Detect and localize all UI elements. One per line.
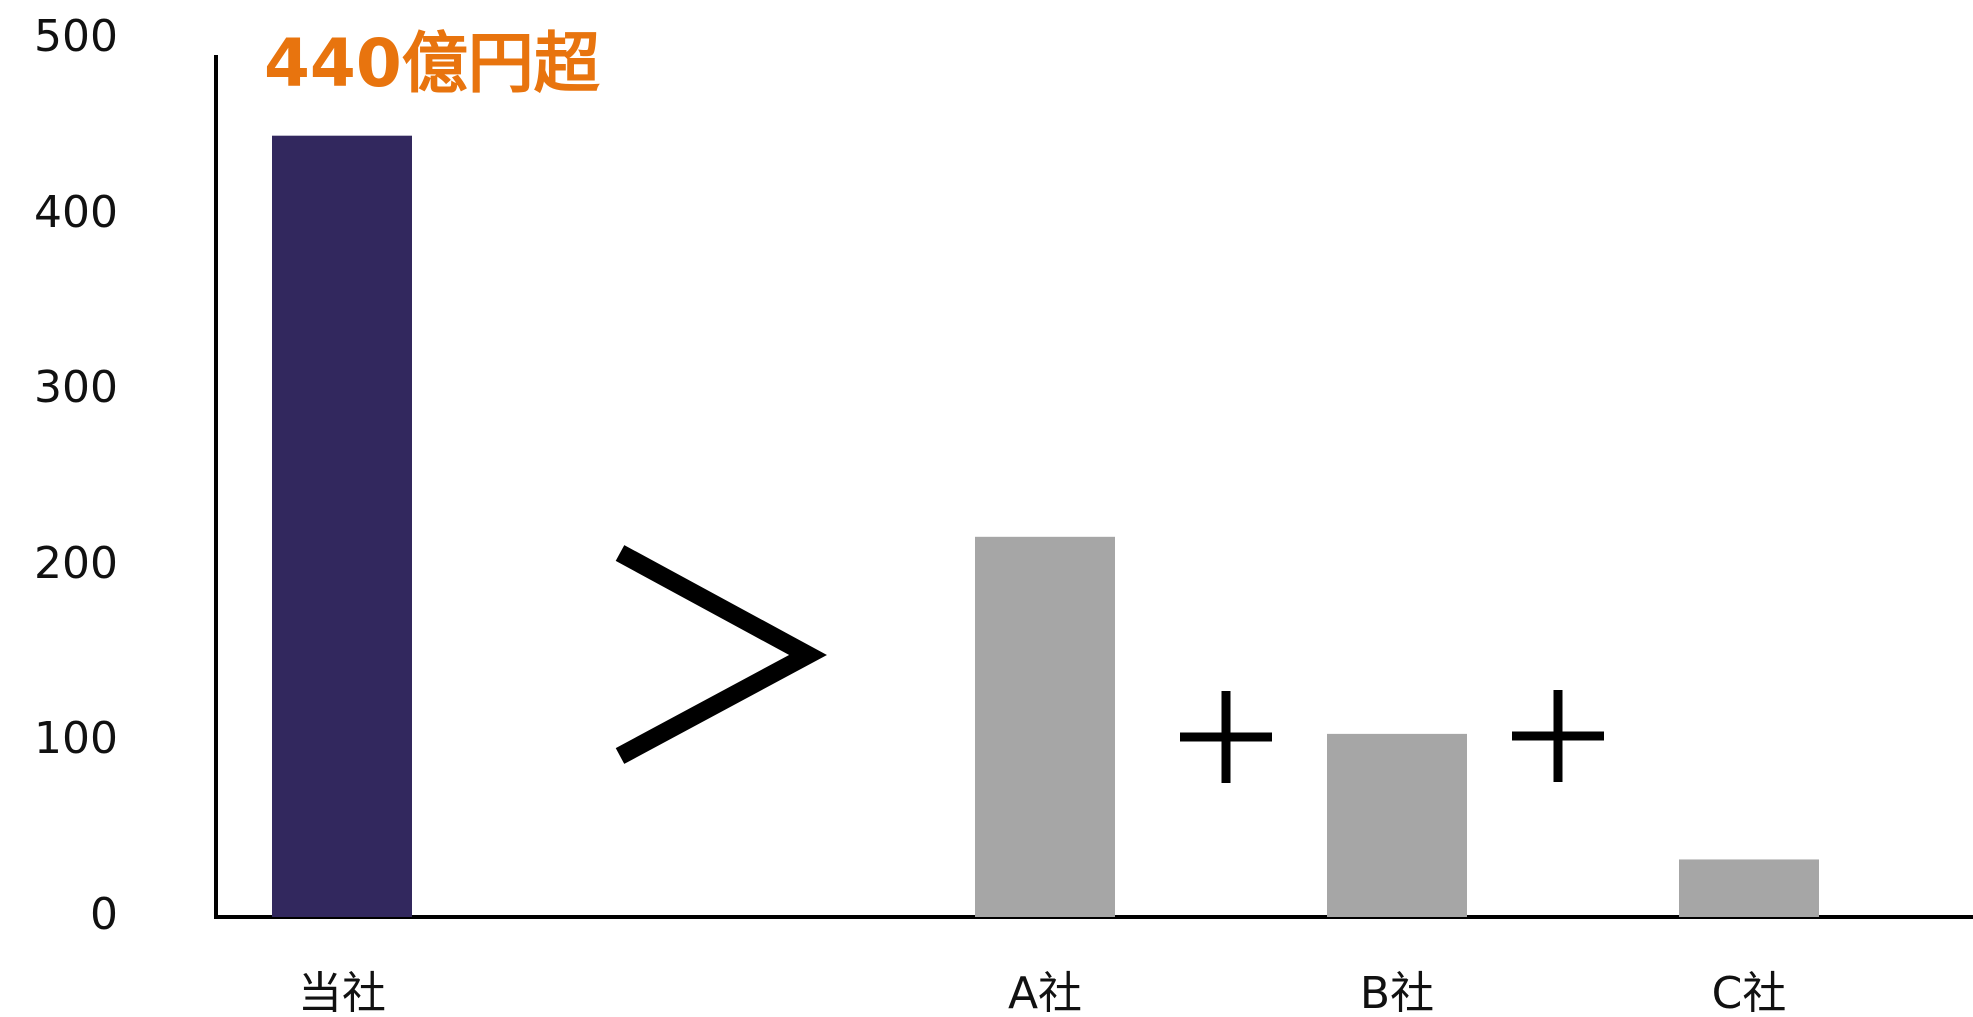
bar-c-sha [1679,859,1819,917]
category-label: C社 [1712,968,1787,1017]
category-label: 当社 [298,968,386,1017]
bar-b-sha [1327,733,1467,917]
y-tick-label: 400 [34,187,118,238]
category-labels: 当社 A社 B社 C社 [298,968,1786,1017]
y-tick-label: 100 [34,713,118,764]
category-label: B社 [1360,968,1434,1017]
bar-a-sha [975,536,1115,917]
bars [272,135,1819,918]
greater-than-symbol [615,545,827,764]
plus-symbol [1180,691,1272,783]
bar-annotation: 440億円超 [264,25,601,102]
y-tick-label: 300 [34,362,118,413]
y-tick-label: 500 [34,11,118,62]
y-tick-labels: 0 100 200 300 400 500 [34,11,118,940]
plus-symbol [1512,690,1604,782]
category-label: A社 [1008,968,1082,1017]
y-tick-label: 0 [90,889,118,940]
bar-tosha [272,135,412,918]
y-tick-label: 200 [34,538,118,589]
